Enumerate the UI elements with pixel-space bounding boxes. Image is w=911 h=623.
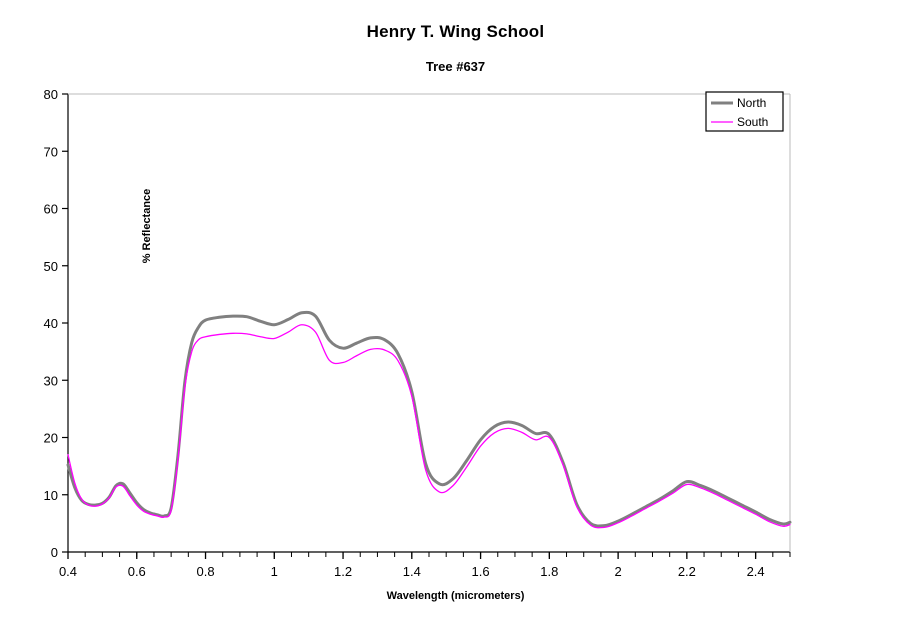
x-tick-label: 2	[614, 564, 621, 579]
y-tick-label: 0	[51, 545, 58, 560]
series-line-south	[67, 324, 791, 529]
chart-legend: North South	[705, 91, 784, 132]
x-tick-label: 1.2	[334, 564, 352, 579]
y-tick-label: 70	[44, 144, 58, 159]
x-tick-label: 1.6	[472, 564, 490, 579]
legend-label-south: South	[737, 115, 768, 129]
x-tick-label: 0.6	[128, 564, 146, 579]
axes: 0 10 20 30 40 50 60 70 80 0.4 0.6 0.8 1 1.2 1.4 1.6 1.8 2…	[44, 87, 791, 579]
y-tick-label: 40	[44, 316, 58, 331]
y-tick-label: 10	[44, 488, 58, 503]
y-tick-label: 30	[44, 373, 58, 388]
x-tick-label: 1	[271, 564, 278, 579]
x-tick-label: 0.4	[59, 564, 77, 579]
data-series	[66, 310, 792, 529]
y-tick-label: 80	[44, 87, 58, 102]
legend-label-north: North	[737, 96, 766, 110]
x-tick-label: 1.4	[403, 564, 421, 579]
y-tick-label: 50	[44, 259, 58, 274]
y-tick-label: 20	[44, 431, 58, 446]
x-tick-label: 0.8	[196, 564, 214, 579]
legend-box	[705, 91, 784, 132]
series-line-north	[66, 310, 792, 528]
x-axis-label: Wavelength (micrometers)	[386, 590, 525, 602]
chart-subtitle: Tree #637	[425, 59, 486, 74]
chart-title: Henry T. Wing School	[366, 22, 545, 41]
x-tick-label: 2.4	[747, 564, 765, 579]
x-tick-label: 1.8	[540, 564, 558, 579]
x-tick-label: 2.2	[678, 564, 696, 579]
y-tick-label: 60	[44, 202, 58, 217]
